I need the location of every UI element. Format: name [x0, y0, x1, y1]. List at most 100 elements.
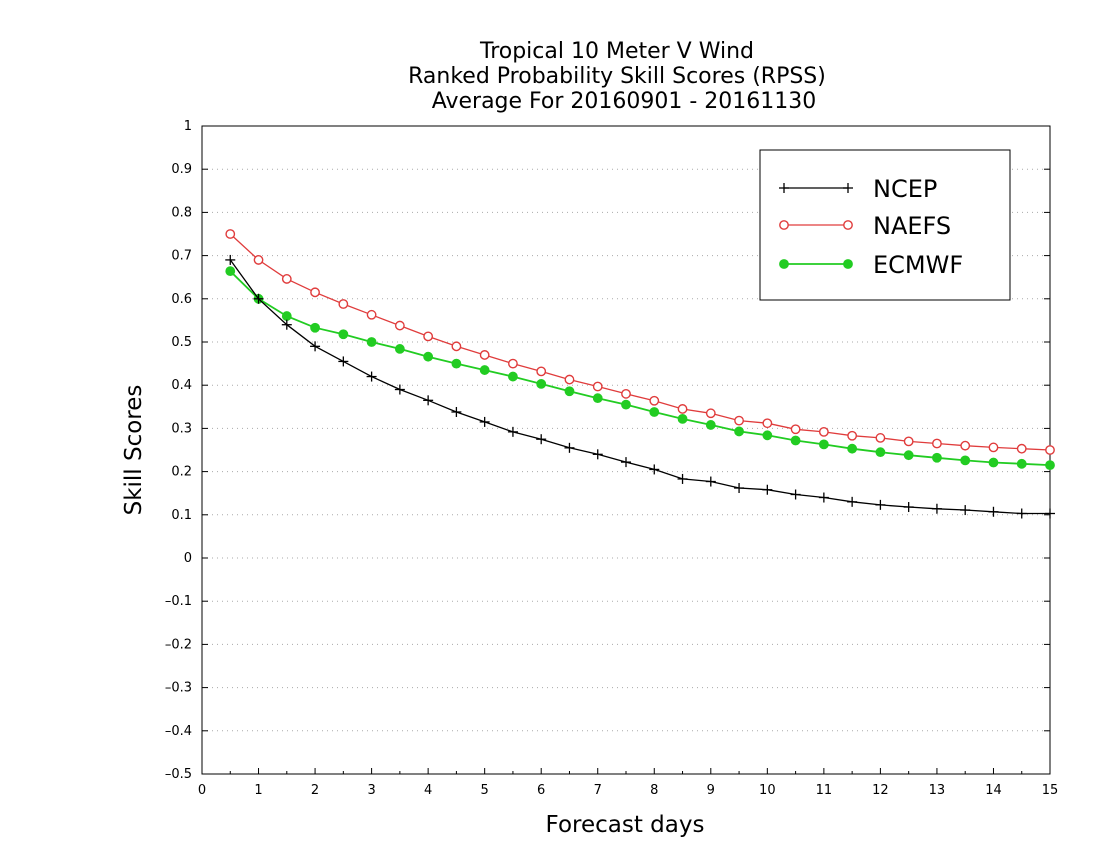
data-point — [1045, 460, 1055, 471]
data-point — [903, 436, 914, 447]
legend-label: ECMWF — [873, 251, 963, 279]
data-point — [847, 430, 858, 441]
data-point — [705, 476, 716, 487]
x-tick-label: 12 — [872, 783, 889, 798]
y-tick-label: 0 — [184, 551, 192, 566]
data-point — [960, 440, 971, 451]
data-point — [394, 384, 405, 395]
data-point — [790, 435, 801, 446]
y-tick-label: 0.4 — [171, 378, 192, 393]
data-point — [1045, 508, 1055, 519]
data-point — [875, 447, 886, 458]
series-layer — [225, 229, 1055, 519]
data-point — [649, 464, 660, 475]
data-point — [225, 229, 236, 239]
data-point — [564, 386, 575, 397]
data-point — [621, 388, 631, 399]
data-point — [281, 274, 292, 284]
data-point — [366, 337, 377, 347]
data-point — [394, 320, 405, 331]
data-point — [875, 499, 886, 510]
data-point — [762, 430, 773, 441]
data-point — [310, 287, 320, 298]
data-point — [960, 455, 971, 466]
y-tick-label: –0.2 — [165, 637, 192, 652]
legend-label: NCEP — [873, 175, 937, 203]
data-point — [818, 426, 829, 437]
x-tick-label: 5 — [481, 783, 489, 798]
y-tick-label: –0.1 — [165, 594, 192, 609]
chart-title-line-1: Tropical 10 Meter V Wind — [479, 39, 754, 64]
data-point — [762, 484, 773, 495]
data-point — [338, 356, 349, 367]
data-point — [847, 496, 858, 507]
data-point — [903, 502, 914, 513]
data-point — [875, 433, 886, 443]
data-point — [649, 395, 660, 406]
chart-title-line-3: Average For 20160901 - 20161130 — [432, 89, 817, 114]
data-point — [779, 220, 789, 230]
series-naefs — [225, 229, 1055, 455]
x-tick-label: 2 — [311, 783, 319, 798]
data-point — [649, 407, 660, 417]
y-tick-label: –0.3 — [165, 681, 192, 696]
x-tick-label: 0 — [198, 783, 206, 798]
data-point — [281, 311, 292, 321]
data-point — [843, 183, 853, 193]
data-point — [903, 450, 914, 461]
data-point — [1016, 508, 1027, 519]
y-tick-label: 0.3 — [171, 421, 192, 436]
data-point — [1045, 445, 1055, 455]
y-tick-label: 0.8 — [171, 205, 192, 220]
chart-title: Tropical 10 Meter V Wind Ranked Probabil… — [408, 39, 826, 114]
x-axis-label: Forecast days — [546, 812, 705, 838]
data-point — [253, 255, 264, 265]
data-point — [621, 457, 631, 468]
data-point — [592, 449, 603, 460]
data-point — [536, 379, 547, 389]
y-tick-label: 1 — [184, 119, 192, 134]
data-point — [932, 438, 942, 449]
data-point — [790, 424, 801, 435]
data-point — [988, 506, 999, 517]
data-point — [479, 365, 490, 375]
data-point — [705, 420, 716, 430]
x-tick-label: 6 — [537, 783, 545, 798]
data-point — [734, 426, 744, 437]
data-point — [507, 426, 518, 437]
data-point — [451, 341, 462, 352]
chart-title-line-2: Ranked Probability Skill Scores (RPSS) — [408, 64, 826, 89]
data-point — [479, 350, 490, 360]
y-tick-label: 0.2 — [171, 465, 192, 480]
data-point — [564, 374, 575, 385]
y-tick-label: –0.5 — [165, 767, 192, 782]
data-point — [423, 351, 434, 362]
x-tick-label: 8 — [650, 783, 658, 798]
data-point — [790, 489, 801, 500]
y-axis-label: Skill Scores — [121, 385, 147, 516]
x-tick-label: 10 — [759, 783, 776, 798]
data-point — [592, 381, 603, 392]
x-tick-label: 1 — [254, 783, 262, 798]
data-point — [705, 408, 716, 419]
data-point — [762, 418, 773, 429]
data-point — [281, 319, 292, 330]
x-tick-label: 13 — [929, 783, 946, 798]
legend-item-ecmwf: ECMWF — [779, 251, 963, 279]
legend-items: NCEP NAEFS ECMWF — [779, 175, 963, 279]
data-point — [310, 322, 320, 333]
y-tick-label: 0.5 — [171, 335, 192, 350]
y-tick-label: –0.4 — [165, 724, 192, 739]
legend-item-naefs: NAEFS — [779, 212, 951, 240]
y-axis-ticks: –0.5 –0.4 –0.3 –0.2 –0.1 0 0.1 0.2 0.3 0.4 0.5 0.6 0… — [165, 119, 1050, 782]
x-axis-ticks: 0 1 2 3 4 5 6 7 8 9 10 11 12 13 14 15 — [198, 768, 1058, 798]
data-point — [225, 254, 236, 265]
x-tick-label: 11 — [816, 783, 833, 798]
x-tick-label: 14 — [985, 783, 1002, 798]
data-point — [451, 406, 462, 417]
data-point — [508, 358, 518, 369]
x-tick-label: 4 — [424, 783, 432, 798]
data-point — [366, 309, 377, 320]
x-tick-label: 7 — [594, 783, 602, 798]
data-point — [818, 439, 829, 450]
